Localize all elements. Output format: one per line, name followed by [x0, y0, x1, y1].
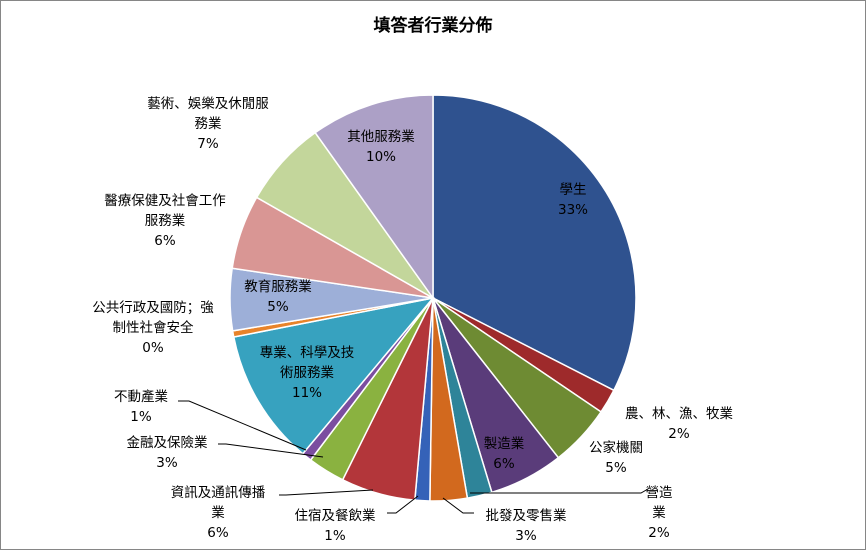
pie-slice	[232, 296, 435, 455]
slice-name: 學生	[560, 182, 587, 198]
leader-line	[470, 488, 649, 494]
leader-line	[178, 400, 307, 451]
slice-name: 業	[652, 505, 666, 521]
slice-percent: 0%	[142, 340, 164, 356]
slice-label: 藝術、娛樂及休閒服務業 7%	[147, 95, 269, 152]
slice-name: 住宿及餐飲業	[295, 507, 376, 524]
slice-name: 製造業	[484, 436, 525, 452]
pie-slice	[314, 94, 434, 301]
slice-percent: 3%	[156, 455, 178, 471]
slice-name: 專業、科學及技	[260, 345, 355, 361]
slice-name: 不動產業	[114, 388, 168, 405]
slice-name: 公共行政及國防；強	[92, 300, 214, 316]
leader-line	[387, 495, 419, 514]
slice-label: 資訊及通訊傳播業 6%	[171, 485, 266, 541]
slice-name: 公家機關	[589, 439, 643, 456]
slice-percent: 6%	[154, 233, 176, 249]
slice-label: 公家機關 5%	[589, 439, 643, 476]
slice-name: 資訊及通訊傳播	[171, 485, 266, 501]
slice-name: 教育服務業	[244, 279, 312, 295]
leader-line	[442, 497, 474, 514]
slice-label: 批發及零售業 3%	[486, 508, 567, 544]
slice-label: 學生 33%	[558, 182, 588, 218]
slice-percent: 11%	[292, 385, 322, 401]
slice-name: 其他服務業	[347, 129, 415, 145]
slice-label: 營造業 2%	[646, 485, 674, 541]
slice-name: 制性社會安全	[113, 319, 194, 336]
slice-name: 服務業	[145, 213, 186, 229]
slice-percent: 7%	[197, 136, 219, 152]
slice-name: 務業	[195, 116, 222, 132]
slice-label: 教育服務業 5%	[244, 279, 312, 315]
slice-percent: 2%	[648, 525, 670, 541]
slice-label: 公共行政及國防；強制性社會安全 0%	[92, 300, 214, 356]
slice-percent: 5%	[267, 299, 289, 315]
leader-line	[279, 489, 374, 496]
slice-label: 專業、科學及技術服務業 11%	[260, 345, 355, 401]
slice-percent: 6%	[207, 525, 229, 541]
slice-percent: 10%	[366, 149, 396, 165]
slice-name: 營造	[646, 485, 674, 501]
leader-line	[218, 443, 324, 458]
chart-title: 填答者行業分佈	[374, 15, 493, 36]
slice-label: 農、林、漁、牧業 2%	[625, 406, 733, 442]
slice-percent: 5%	[605, 460, 627, 476]
slice-name: 農、林、漁、牧業	[625, 406, 733, 422]
slice-name: 批發及零售業	[486, 508, 567, 524]
slice-label: 製造業 6%	[484, 436, 525, 472]
slice-name: 藝術、娛樂及休閒服	[147, 95, 269, 112]
slice-name: 醫療保健及社會工作	[104, 192, 226, 209]
slice-label: 金融及保險業 3%	[127, 435, 208, 471]
slice-label: 不動產業 1%	[114, 388, 168, 425]
slice-label: 住宿及餐飲業 1%	[295, 507, 376, 544]
slice-name: 術服務業	[280, 365, 334, 381]
pie-slice	[432, 94, 637, 392]
slice-percent: 2%	[668, 426, 690, 442]
slice-percent: 33%	[558, 202, 588, 218]
slice-percent: 1%	[130, 409, 152, 425]
slice-name: 金融及保險業	[127, 435, 208, 451]
slice-percent: 6%	[493, 456, 515, 472]
slice-name: 業	[211, 505, 225, 521]
slice-percent: 1%	[324, 528, 346, 544]
slice-percent: 3%	[515, 528, 537, 544]
slice-label: 醫療保健及社會工作服務業 6%	[104, 192, 226, 249]
slice-label: 其他服務業 10%	[347, 129, 415, 165]
